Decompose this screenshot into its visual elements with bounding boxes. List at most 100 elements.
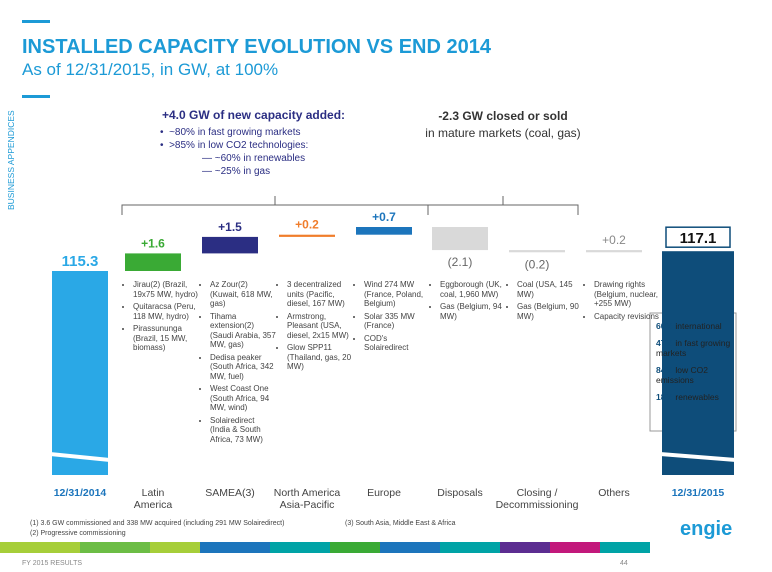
bullet: • ~80% in fast growing markets: [160, 127, 301, 138]
annotation-item: Pirassununga (Brazil, 15 MW, biomass): [133, 324, 199, 353]
breakdown-text: renewables: [675, 392, 719, 402]
accent: [22, 95, 50, 98]
bar: [279, 234, 335, 237]
logo: engie: [680, 518, 733, 540]
bracket: [427, 196, 579, 215]
annotation-item: Drawing rights (Belgium, nuclear, +255 M…: [594, 280, 660, 309]
bullet-text: ~25% in gas: [214, 166, 271, 177]
category-label: Others: [598, 487, 630, 499]
axis-break: [660, 452, 736, 462]
annotation-item: Az Zour(2) (Kuwait, 618 MW, gas): [210, 280, 276, 309]
annotation-list: Coal (USA, 145 MW) Gas (Belgium, 90 MW): [509, 280, 583, 321]
bar: [202, 236, 258, 254]
annotation-item: Solar 335 MW (France): [364, 312, 430, 331]
closed-text: -2.3 GW closed or sold in mature markets…: [403, 108, 603, 142]
footnote: (3) South Asia, Middle East & Africa: [345, 520, 456, 527]
footnote: (2) Progressive commissioning: [30, 530, 126, 537]
annotation: Jirau(2) (Brazil, 19x75 MW, hydro) Quitar…: [125, 280, 199, 356]
annotation-list: Drawing rights (Belgium, nuclear, +255 M…: [586, 280, 660, 321]
bar: [509, 250, 565, 253]
added-head: +4.0 GW of new capacity added:: [162, 108, 346, 122]
breakdown-item: 84% low CO2 emissions: [656, 365, 734, 385]
breakdown-pct: 47%: [656, 338, 674, 348]
value-label: 115.3: [62, 253, 99, 270]
bullet-text: ~60% in renewables: [214, 153, 306, 164]
value-label: (0.2): [525, 257, 550, 271]
footnote: (1) 3.6 GW commissioned and 338 MW acqui…: [30, 520, 285, 527]
category-label: Closing / Decommissioning: [495, 487, 579, 511]
value-label: +1.5: [218, 220, 242, 234]
value-label: +0.7: [372, 210, 396, 224]
bullet-text: ~80% in fast growing markets: [169, 127, 301, 138]
annotation-item: Glow SPP11 (Thailand, gas, 20 MW): [287, 343, 353, 372]
added-list: • ~80% in fast growing markets • >85% in…: [160, 126, 308, 178]
accent: [22, 20, 50, 23]
annotation-list: Jirau(2) (Brazil, 19x75 MW, hydro) Quitar…: [125, 280, 199, 353]
bar: [125, 253, 181, 271]
annotation-item: Eggborough (UK, coal, 1,960 MW): [440, 280, 506, 299]
annotation-item: Gas (Belgium, 90 MW): [517, 302, 583, 321]
annotation: Eggborough (UK, coal, 1,960 MW) Gas (Belg…: [432, 280, 506, 324]
breakdown-pct: 60%: [656, 321, 674, 331]
value-label: +0.2: [295, 218, 319, 232]
annotation-item: Jirau(2) (Brazil, 19x75 MW, hydro): [133, 280, 199, 299]
color-strip: [0, 542, 772, 553]
annotation: Az Zour(2) (Kuwait, 618 MW, gas) Tihama e…: [202, 280, 276, 447]
bar: [356, 227, 412, 235]
annotation: 3 decentralized units (Pacific, diesel, …: [279, 280, 353, 375]
breakdown-item: 47% in fast growing markets: [656, 338, 734, 358]
value-label: 117.1: [680, 230, 717, 247]
subtitle: As of 12/31/2015, in GW, at 100%: [22, 60, 279, 79]
annotation-item: Quitaracsa (Peru, 118 MW, hydro): [133, 302, 199, 321]
annotation-item: Capacity revisions: [594, 312, 660, 322]
category-label: 12/31/2015: [671, 487, 725, 499]
bar: [432, 227, 488, 251]
bullet-text: >85% in low CO2 technologies:: [169, 140, 309, 151]
bullet: • >85% in low CO2 technologies:: [160, 140, 309, 151]
category-label: 12/31/2014: [53, 487, 107, 499]
value-label: +0.2: [602, 233, 626, 247]
annotation-item: Armstrong, Pleasant (USA, diesel, 2x15 M…: [287, 312, 353, 341]
sub-bullet: — ~60% in renewables: [202, 153, 306, 164]
annotation-item: Solairedirect (India & South Africa, 73 …: [210, 416, 276, 445]
breakdown-pct: 84%: [656, 365, 674, 375]
category-label: SAMEA(3): [205, 487, 255, 499]
annotation-item: 3 decentralized units (Pacific, diesel, …: [287, 280, 353, 309]
annotation: Coal (USA, 145 MW) Gas (Belgium, 90 MW): [509, 280, 583, 324]
category-label: Latin America: [133, 487, 173, 511]
breakdown-pct: 18%: [656, 392, 674, 402]
annotation: Wind 274 MW (France, Poland, Belgium) Sol…: [356, 280, 430, 356]
closed-head: -2.3 GW closed or sold: [438, 109, 568, 123]
value-label: (2.1): [448, 255, 473, 269]
title: INSTALLED CAPACITY EVOLUTION VS END 2014: [22, 36, 491, 58]
breakdown: 60% international 47% in fast growing mar…: [656, 321, 734, 409]
annotation-list: Az Zour(2) (Kuwait, 618 MW, gas) Tihama e…: [202, 280, 276, 444]
annotation-item: Wind 274 MW (France, Poland, Belgium): [364, 280, 430, 309]
closed-sub: in mature markets (coal, gas): [425, 126, 581, 140]
breakdown-item: 18% renewables: [656, 392, 734, 402]
annotation: Drawing rights (Belgium, nuclear, +255 M…: [586, 280, 660, 324]
breakdown-item: 60% international: [656, 321, 734, 331]
bar: [52, 271, 108, 475]
axis-break: [50, 452, 110, 462]
annotation-item: COD's Solairedirect: [364, 334, 430, 353]
annotation-item: Gas (Belgium, 94 MW): [440, 302, 506, 321]
category-label: Disposals: [437, 487, 483, 499]
page-number: 44: [620, 560, 628, 567]
annotation-item: Tihama extension(2) (Saudi Arabia, 357 M…: [210, 312, 276, 350]
category-label: North America Asia-Pacific: [273, 487, 341, 511]
value-label: +1.6: [141, 236, 165, 250]
breakdown-text: international: [675, 321, 722, 331]
annotation-item: Dedisa peaker (South Africa, 342 MW, fue…: [210, 353, 276, 382]
annotation-list: 3 decentralized units (Pacific, diesel, …: [279, 280, 353, 372]
bar: [662, 251, 734, 475]
breakdown-text: low CO2 emissions: [656, 365, 708, 385]
side-label: BUSINESS APPENDICES: [6, 110, 16, 210]
annotation-item: Coal (USA, 145 MW): [517, 280, 583, 299]
sub-bullet: — ~25% in gas: [202, 166, 271, 177]
footer: FY 2015 RESULTS: [22, 560, 83, 567]
annotation-list: Eggborough (UK, coal, 1,960 MW) Gas (Belg…: [432, 280, 506, 321]
category-label: Europe: [367, 487, 401, 499]
